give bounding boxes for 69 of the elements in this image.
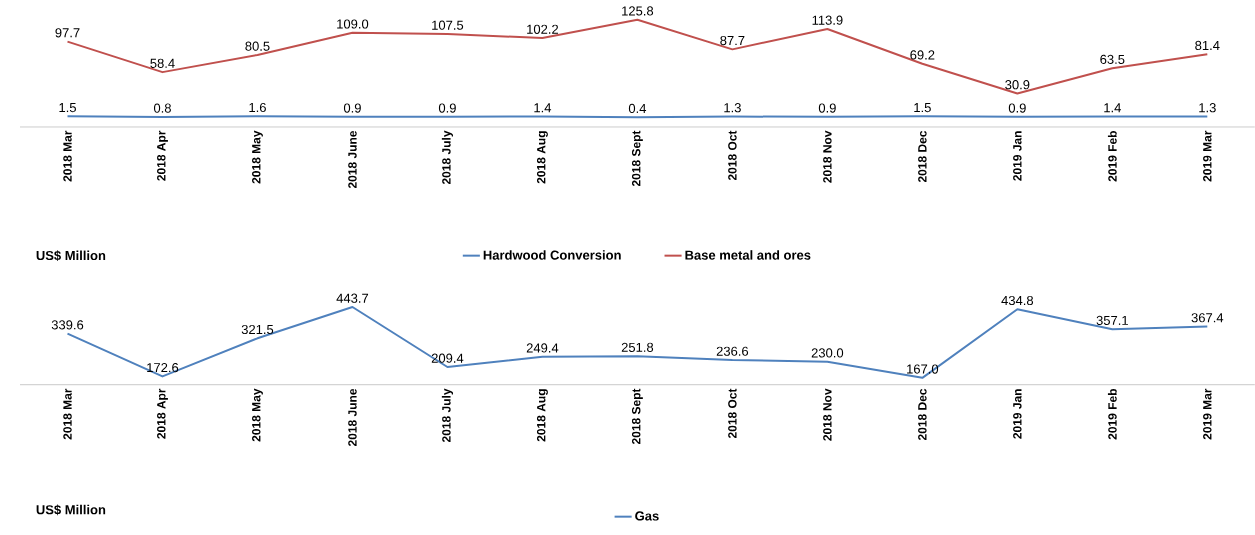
- x-tick-label: 2018 May: [252, 130, 263, 184]
- data-label: 81.4: [1195, 40, 1220, 51]
- x-tick-label: 2019 Feb: [1107, 131, 1117, 182]
- x-tick-label: 2018 June: [348, 130, 357, 189]
- data-label: 357.1: [1096, 315, 1128, 326]
- data-label: 1.6: [249, 102, 266, 113]
- data-label: 230.0: [811, 348, 844, 358]
- data-label: 125.8: [622, 6, 654, 16]
- data-label: 1.4: [534, 103, 552, 113]
- x-tick-label: 2019 Feb: [1107, 389, 1117, 440]
- x-tick-label: 2018 Nov: [823, 130, 832, 183]
- x-tick-label: 2018 Aug: [536, 389, 548, 442]
- data-label: 1.3: [724, 103, 741, 113]
- data-label: 97.7: [55, 28, 80, 38]
- x-tick-label: 2019 Mar: [1203, 388, 1212, 440]
- data-label: 443.7: [336, 293, 369, 303]
- data-label: 109.0: [337, 19, 369, 29]
- x-tick-label: 2019 Mar: [1203, 130, 1212, 182]
- data-label: 434.8: [1001, 295, 1034, 306]
- x-tick-label: 2018 Mar: [63, 130, 72, 182]
- data-label: 321.5: [241, 324, 274, 335]
- data-label: 209.4: [431, 353, 464, 363]
- data-label: 80.5: [245, 41, 270, 51]
- text: US$ Million: [36, 504, 106, 516]
- x-tick-label: 2018 May: [252, 388, 263, 442]
- data-label: 0.9: [1008, 103, 1026, 113]
- x-tick-label: 2018 Apr: [157, 388, 168, 439]
- data-label: 172.6: [147, 363, 179, 373]
- data-label: 0.8: [153, 103, 171, 113]
- data-label: 249.4: [526, 343, 559, 353]
- data-label: 87.7: [720, 36, 745, 46]
- x-tick-label: 2018 July: [441, 388, 454, 443]
- data-label: 236.6: [716, 346, 749, 356]
- x-tick-label: 2018 July: [441, 130, 454, 185]
- x-tick-label: 2018 Oct: [728, 388, 737, 439]
- data-label: 0.4: [628, 103, 647, 114]
- x-tick-label: 2018 Sept: [631, 130, 643, 187]
- data-label: 69.2: [910, 50, 935, 60]
- x-tick-label: 2018 Sept: [631, 388, 643, 445]
- data-label: 113.9: [812, 15, 843, 25]
- data-label: 58.4: [150, 58, 175, 68]
- data-label: 1.3: [1199, 103, 1216, 113]
- x-tick-label: 2018 Mar: [63, 388, 72, 440]
- x-tick-label: 2018 Nov: [823, 388, 832, 441]
- x-tick-label: 2018 Dec: [918, 388, 927, 441]
- data-label: 0.9: [343, 103, 361, 113]
- data-label: 30.9: [1005, 80, 1030, 90]
- data-label: 1.4: [1104, 103, 1121, 113]
- x-tick-label: 2018 Oct: [728, 130, 737, 181]
- x-tick-label: 2018 Apr: [157, 130, 168, 181]
- x-tick-label: 2018 Dec: [918, 130, 927, 183]
- legend-label: Gas: [635, 511, 659, 521]
- data-label: 367.4: [1191, 313, 1224, 323]
- legend-label: Hardwood Conversion: [483, 250, 621, 260]
- x-tick-label: 2018 June: [348, 388, 357, 447]
- data-label: 63.5: [1100, 54, 1125, 65]
- data-label: 339.6: [51, 320, 84, 330]
- data-label: 0.9: [438, 103, 456, 113]
- x-tick-label: 2019 Jan: [1013, 389, 1022, 439]
- data-label: 107.5: [432, 20, 464, 30]
- data-label: 0.9: [818, 103, 836, 113]
- x-tick-label: 2018 Aug: [536, 131, 548, 184]
- data-label: 251.8: [621, 342, 654, 352]
- text: US$ Million: [36, 250, 106, 262]
- data-label: 102.2: [527, 24, 559, 34]
- data-label: 1.5: [914, 103, 931, 113]
- data-label: 1.5: [59, 103, 76, 113]
- x-tick-label: 2019 Jan: [1013, 131, 1022, 181]
- legend-label: Base metal and ores: [685, 250, 811, 260]
